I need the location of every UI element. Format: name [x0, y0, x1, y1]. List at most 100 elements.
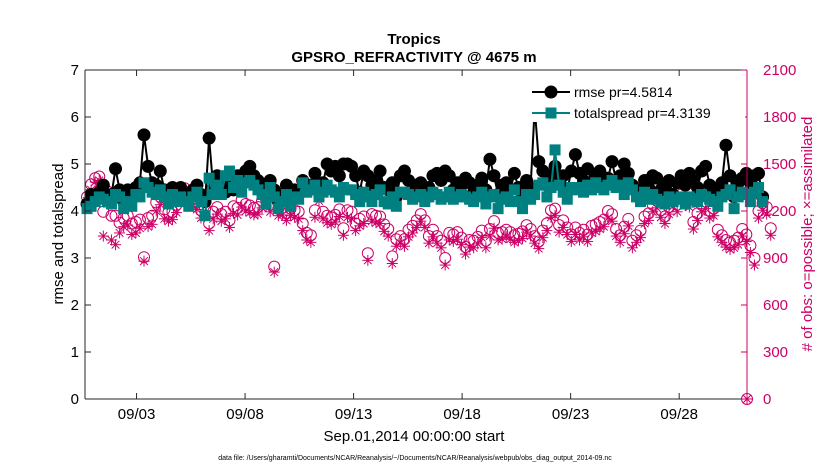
totalspread-point	[114, 191, 126, 203]
possible-obs-marker	[524, 223, 537, 236]
possible-obs-marker	[105, 209, 118, 222]
totalspread-point	[126, 200, 138, 212]
chart-title: Tropics	[387, 31, 440, 48]
possible-obs-marker	[764, 222, 777, 235]
y-axis-label: rmse and totalspread	[50, 164, 67, 305]
possible-obs-marker	[553, 219, 566, 232]
totalspread-point	[215, 189, 227, 201]
totalspread-point	[622, 177, 634, 189]
totalspread-point	[293, 193, 305, 205]
totalspread-point	[508, 184, 520, 196]
x-tick-label: 09/13	[335, 406, 373, 423]
totalspread-point	[162, 198, 174, 210]
possible-obs-marker	[138, 251, 151, 264]
possible-obs-marker	[483, 223, 496, 236]
y-axis-right-label: # of obs: o=possible; ×=assimilated	[799, 117, 816, 352]
totalspread-point	[504, 196, 516, 208]
rmse-point	[202, 131, 216, 145]
possible-obs-marker	[577, 223, 590, 236]
totalspread-point	[639, 186, 651, 198]
asterisk-stroke	[111, 240, 120, 249]
possible-obs-marker	[133, 213, 146, 226]
rmse-point	[719, 138, 733, 152]
totalspread-point	[256, 189, 268, 201]
y-right-tick-label: 2100	[763, 62, 796, 79]
assimilated-obs-marker	[114, 227, 126, 239]
possible-obs-marker	[386, 250, 399, 263]
possible-obs-marker	[247, 201, 260, 214]
possible-obs-marker	[516, 225, 529, 238]
totalspread-point	[382, 198, 394, 210]
possible-obs-marker	[748, 252, 761, 264]
possible-obs-marker	[520, 219, 533, 232]
assimilated-obs-marker	[671, 206, 683, 218]
totalspread-point	[691, 196, 703, 208]
totalspread-point	[728, 203, 740, 215]
y-right-tick-label: 1200	[763, 203, 796, 220]
totalspread-point	[191, 186, 203, 198]
possible-obs-marker	[422, 230, 435, 243]
possible-obs-marker	[744, 239, 757, 252]
legend: rmse pr=4.5814 totalspread pr=4.3139	[527, 76, 745, 122]
rmse-point	[621, 166, 635, 180]
y-tick-label: 4	[71, 203, 79, 220]
rmse-point	[332, 169, 346, 183]
rmse-point	[308, 166, 322, 180]
possible-obs-marker	[410, 214, 423, 227]
x-tick-label: 09/03	[118, 406, 156, 423]
totalspread-point	[317, 186, 329, 198]
totalspread-point	[276, 196, 288, 208]
rmse-point	[487, 169, 501, 183]
possible-obs-marker	[573, 226, 586, 239]
possible-obs-marker	[357, 210, 370, 223]
possible-obs-marker	[369, 209, 382, 222]
possible-obs-marker	[439, 252, 452, 264]
totalspread-point	[443, 186, 455, 198]
possible-obs-marker	[557, 214, 570, 227]
series-layer	[80, 101, 777, 405]
possible-obs-marker	[549, 202, 562, 215]
totalspread-point	[537, 177, 549, 189]
totalspread-point	[350, 189, 362, 201]
possible-obs-marker	[610, 223, 623, 236]
possible-obs-marker	[601, 205, 614, 217]
possible-obs-marker	[308, 204, 321, 217]
rmse-point	[373, 164, 387, 178]
y-tick-label: 6	[71, 109, 79, 126]
y-right-tick-label: 600	[763, 297, 788, 314]
y-tick-label: 3	[71, 250, 79, 267]
possible-obs-marker	[740, 228, 753, 241]
totalspread-point	[333, 191, 345, 203]
possible-obs-marker	[715, 229, 728, 242]
assimilated-obs-marker	[146, 218, 158, 230]
possible-obs-marker	[109, 209, 122, 222]
possible-obs-marker	[561, 221, 574, 234]
possible-obs-marker	[630, 229, 643, 242]
y-right-tick-label: 0	[763, 391, 771, 408]
asterisk-stroke	[135, 224, 145, 233]
legend-spread-label: totalspread pr=4.3139	[574, 105, 711, 121]
asterisk-stroke	[99, 231, 108, 241]
totalspread-point	[223, 165, 235, 177]
possible-obs-marker	[333, 203, 346, 216]
totalspread-point	[753, 182, 765, 193]
rmse-point	[153, 164, 167, 178]
legend-rmse-marker	[544, 85, 558, 99]
rmse-point	[699, 159, 713, 173]
totalspread-point	[390, 200, 402, 212]
x-tick-label: 09/08	[226, 406, 264, 423]
rmse-point	[141, 159, 155, 173]
rmse-point	[507, 166, 521, 180]
y-tick-label: 2	[71, 297, 79, 314]
y-right-tick-label: 300	[763, 344, 788, 361]
totalspread-point	[675, 191, 687, 203]
rmse-point	[475, 171, 489, 185]
totalspread-point	[195, 196, 207, 208]
totalspread-point	[183, 200, 195, 212]
possible-obs-marker	[268, 260, 281, 273]
possible-obs-marker	[634, 224, 647, 237]
totalspread-point	[207, 189, 219, 201]
possible-obs-marker	[606, 208, 619, 221]
y-right-tick-label: 1500	[763, 156, 796, 173]
